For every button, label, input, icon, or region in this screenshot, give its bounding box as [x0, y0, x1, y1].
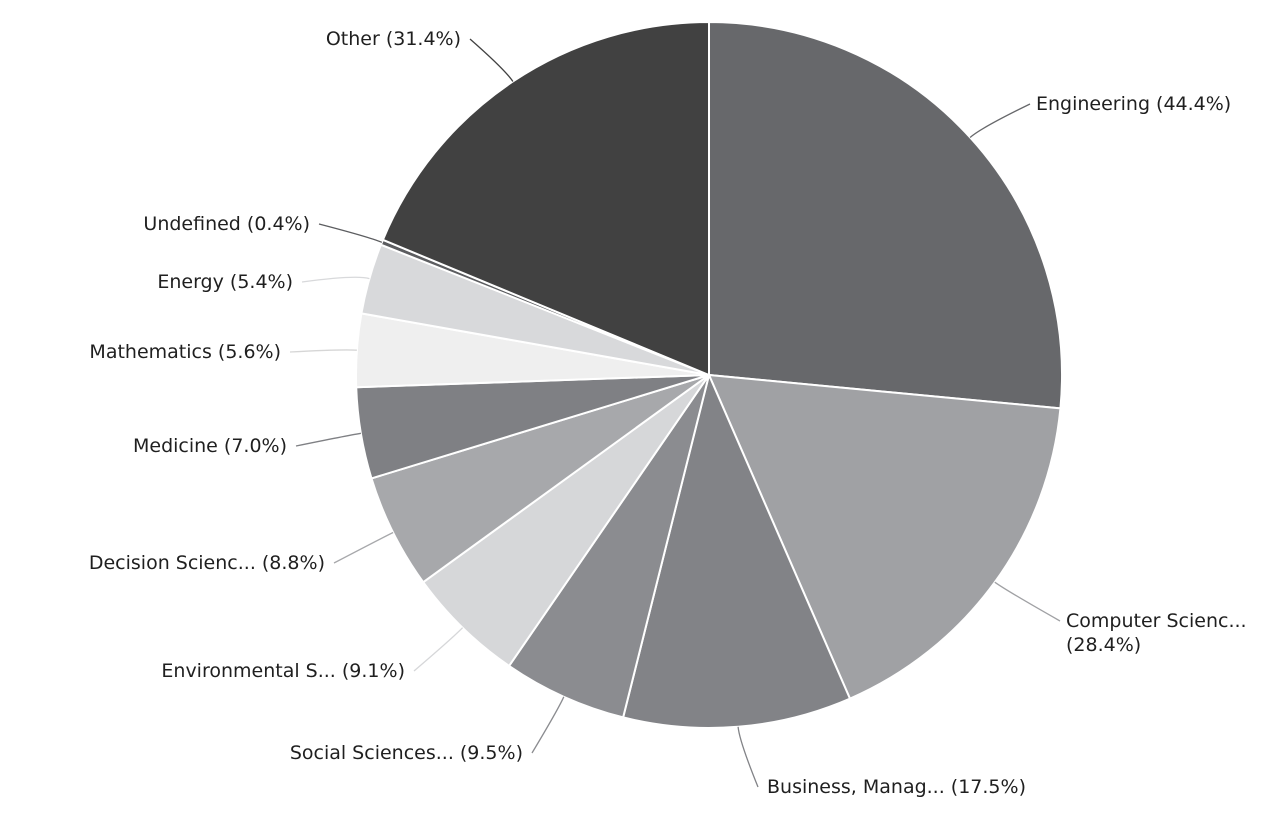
slice-label-name: Computer Scienc... — [1066, 610, 1247, 632]
slice-label-percent: (28.4%) — [1066, 634, 1141, 656]
slice-label-decision-scienc: Decision Scienc... (8.8%) — [89, 552, 325, 574]
leader-line-energy — [301, 276, 370, 283]
slice-label-other: Other (31.4%) — [326, 28, 461, 50]
leader-line-environmental-s — [413, 627, 464, 672]
leader-line-engineering — [969, 103, 1031, 138]
leader-lines-layer — [289, 38, 1061, 788]
leader-line-other — [469, 38, 514, 82]
pie-slice-engineering[interactable] — [708, 21, 1063, 410]
slice-label-engineering: Engineering (44.4%) — [1036, 93, 1231, 115]
pie-slice-other[interactable] — [381, 21, 710, 376]
slice-label-business-manag: Business, Manag... (17.5%) — [767, 776, 1026, 798]
pie-slice-social-sciences[interactable] — [508, 374, 710, 719]
pie-slice-computer-scienc[interactable] — [708, 374, 1062, 700]
slice-label-mathematics: Mathematics (5.6%) — [89, 341, 281, 363]
leader-line-decision-scienc — [333, 531, 394, 564]
slice-label-environmental-s: Environmental S... (9.1%) — [161, 660, 405, 682]
slices-layer — [355, 21, 1063, 729]
labels-layer: Engineering (44.4%) Computer Scienc... (28… — [89, 28, 1247, 798]
slice-label-computer-scienc: Computer Scienc... (28.4%) — [1066, 610, 1247, 656]
leader-line-mathematics — [289, 349, 357, 353]
leader-line-medicine — [295, 432, 362, 447]
slice-label-undefined: Undefined (0.4%) — [143, 213, 310, 235]
slice-label-medicine: Medicine (7.0%) — [133, 435, 287, 457]
leader-line-computer-scienc — [994, 581, 1061, 622]
slice-label-social-sciences: Social Sciences... (9.5%) — [290, 742, 523, 764]
slice-label-energy: Energy (5.4%) — [157, 271, 293, 293]
leader-line-business-manag — [737, 726, 759, 788]
leader-line-undefined — [318, 223, 383, 243]
leader-line-social-sciences — [531, 696, 565, 754]
pie-slice-business-manag[interactable] — [622, 374, 851, 729]
